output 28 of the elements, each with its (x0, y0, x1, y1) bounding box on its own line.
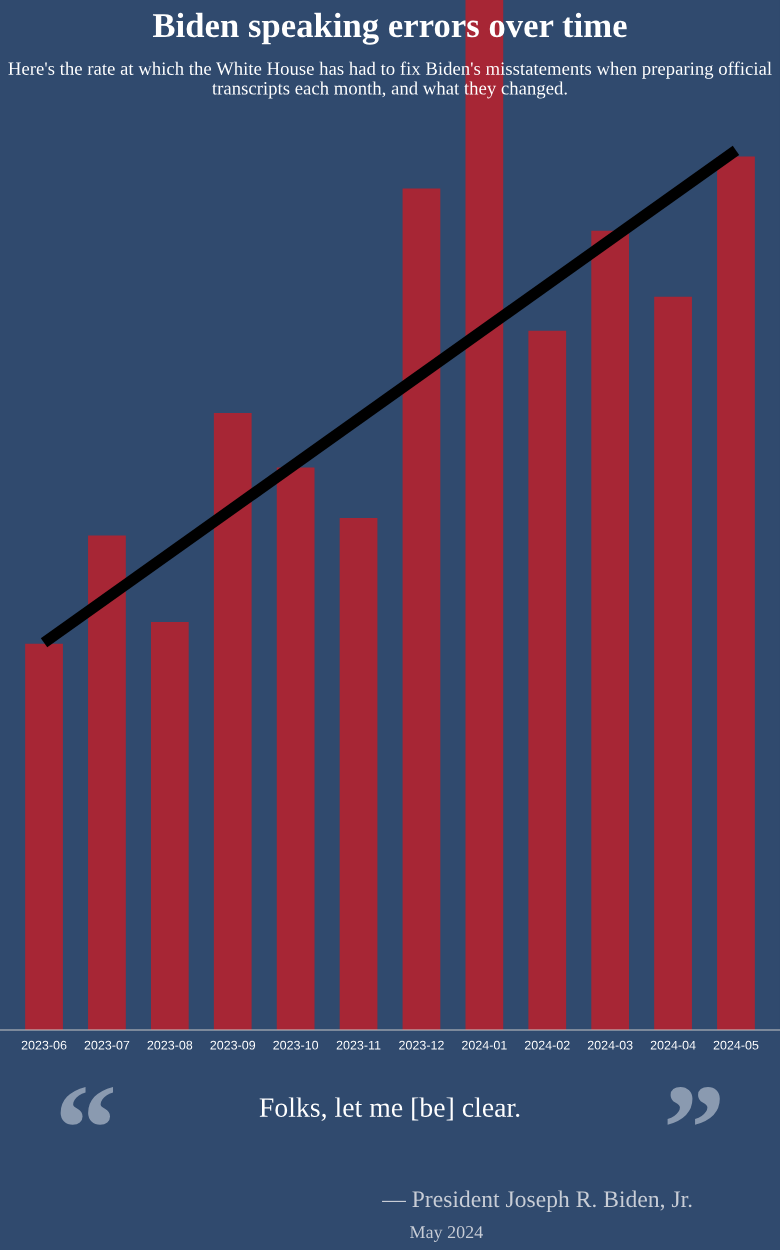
text: — President Joseph R. Biden, Jr. (382, 1190, 692, 1212)
bar (150, 622, 189, 1030)
x-tick-label: 2023-09 (210, 1040, 256, 1050)
x-tick-label: 2024-02 (524, 1040, 570, 1050)
text: ” (667, 1086, 720, 1125)
bar (88, 535, 126, 1030)
x-tick-label: 2023-12 (399, 1040, 444, 1050)
x-tick-label: 2023-10 (273, 1040, 319, 1050)
x-tick-label: 2024-03 (587, 1040, 633, 1050)
bar (25, 643, 63, 1030)
text: “ (60, 1086, 114, 1125)
text: Folks, let me [be] clear. (259, 1097, 520, 1121)
text: May 2024 (410, 1226, 483, 1242)
x-tick-label: 2023-11 (336, 1040, 381, 1050)
bar (402, 188, 441, 1030)
bar (528, 330, 567, 1030)
bar (213, 413, 252, 1030)
x-tick-label: 2023-07 (84, 1040, 130, 1050)
bar (591, 230, 630, 1030)
bar (654, 296, 692, 1030)
x-tick-label: 2023-08 (147, 1040, 193, 1050)
bar (276, 467, 315, 1030)
bar (339, 518, 378, 1030)
x-tick-label: 2024-01 (462, 1040, 507, 1050)
x-tick-label: 2023-06 (21, 1040, 67, 1050)
bar (717, 156, 755, 1030)
x-tick-label: 2024-04 (650, 1040, 696, 1050)
x-tick-label: 2024-05 (713, 1040, 759, 1050)
